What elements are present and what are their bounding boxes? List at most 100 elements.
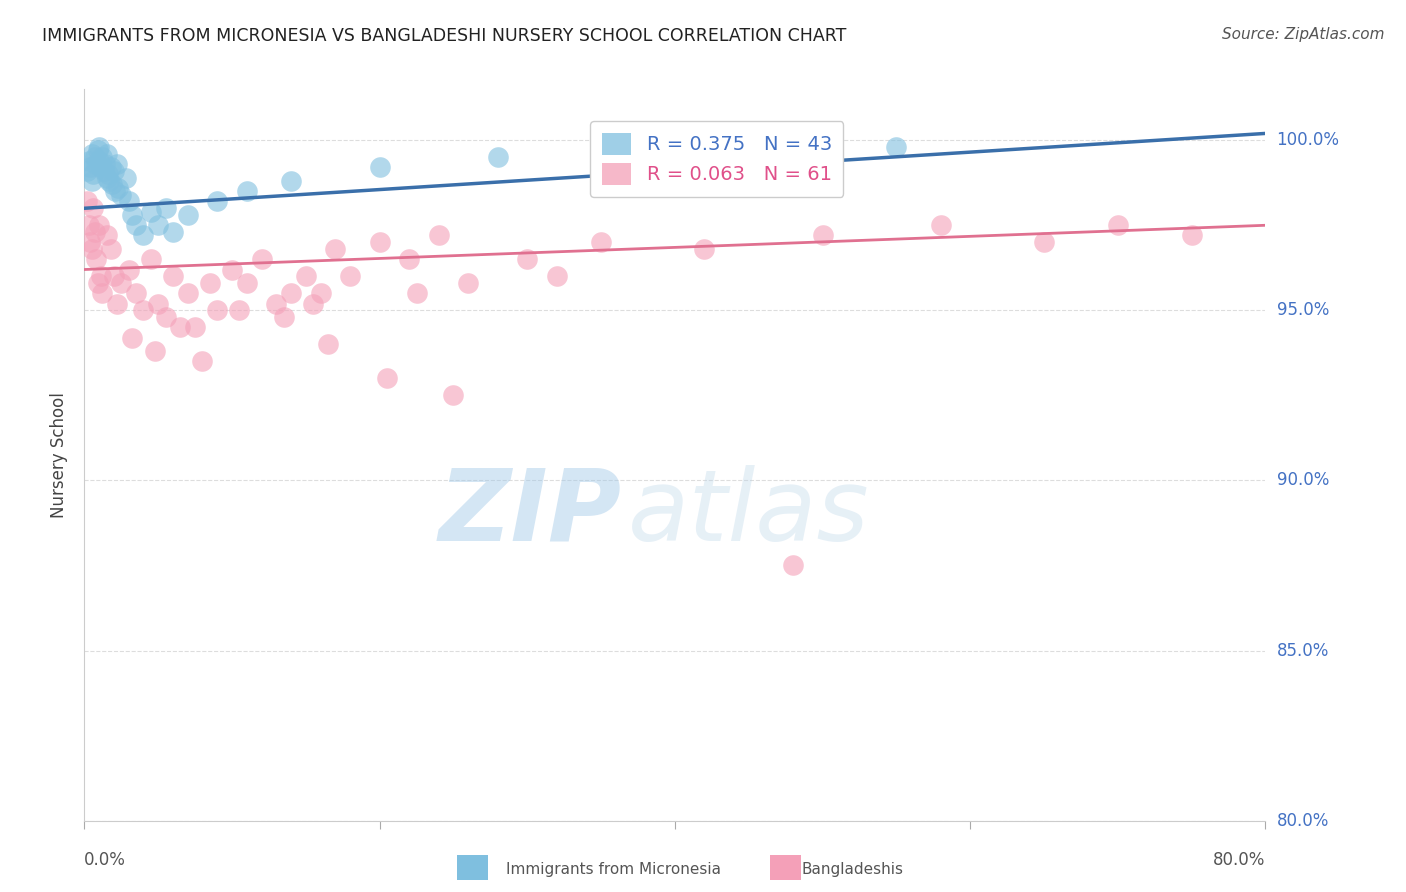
Point	[405, 286, 427, 301]
Point	[280, 286, 302, 301]
Point	[162, 225, 184, 239]
Point	[76, 164, 98, 178]
Point	[121, 330, 143, 344]
Point	[191, 354, 214, 368]
Point	[302, 296, 325, 310]
Text: atlas: atlas	[627, 465, 869, 562]
Point	[90, 269, 112, 284]
Point	[929, 219, 952, 233]
Point	[693, 242, 716, 256]
Point	[441, 388, 464, 402]
Point	[184, 320, 207, 334]
Text: Immigrants from Micronesia: Immigrants from Micronesia	[506, 863, 721, 877]
Text: Bangladeshis: Bangladeshis	[801, 863, 904, 877]
Point	[83, 225, 105, 239]
Point	[103, 269, 125, 284]
Point	[368, 235, 391, 250]
Text: 80.0%: 80.0%	[1277, 812, 1329, 830]
Point	[77, 153, 100, 168]
Point	[86, 144, 108, 158]
Point	[250, 252, 273, 267]
Point	[323, 242, 347, 256]
Point	[114, 170, 136, 185]
Point	[94, 157, 117, 171]
Point	[82, 201, 104, 215]
Point	[228, 303, 250, 318]
Point	[77, 219, 100, 233]
Point	[98, 174, 121, 188]
Point	[84, 157, 107, 171]
Text: 90.0%: 90.0%	[1277, 472, 1329, 490]
Text: 95.0%: 95.0%	[1277, 301, 1329, 319]
Point	[118, 262, 141, 277]
Point	[132, 303, 155, 318]
Point	[457, 276, 479, 290]
Point	[273, 310, 295, 325]
Point	[100, 161, 122, 175]
Point	[110, 276, 132, 290]
Point	[96, 228, 118, 243]
Point	[546, 269, 568, 284]
Point	[169, 320, 191, 334]
Point	[80, 242, 103, 256]
Point	[107, 181, 129, 195]
Point	[87, 219, 111, 233]
Point	[104, 184, 127, 198]
Point	[280, 174, 302, 188]
Point	[205, 194, 228, 209]
Point	[155, 201, 177, 215]
Point	[125, 286, 148, 301]
Point	[811, 228, 834, 243]
Point	[143, 344, 166, 359]
Point	[76, 194, 98, 209]
Point	[427, 228, 450, 243]
Point	[79, 235, 101, 250]
Text: IMMIGRANTS FROM MICRONESIA VS BANGLADESHI NURSERY SCHOOL CORRELATION CHART: IMMIGRANTS FROM MICRONESIA VS BANGLADESH…	[42, 27, 846, 45]
Point	[96, 170, 118, 185]
Point	[97, 167, 120, 181]
Point	[118, 194, 141, 209]
Text: 0.0%: 0.0%	[84, 851, 127, 869]
Point	[782, 558, 804, 573]
Legend: R = 0.375   N = 43, R = 0.063   N = 61: R = 0.375 N = 43, R = 0.063 N = 61	[591, 120, 844, 197]
Point	[96, 146, 118, 161]
Point	[398, 252, 420, 267]
Point	[83, 150, 105, 164]
Point	[339, 269, 361, 284]
Text: ZIP: ZIP	[439, 465, 621, 562]
Point	[1032, 235, 1054, 250]
Point	[91, 286, 114, 301]
Point	[177, 208, 200, 222]
Point	[121, 208, 143, 222]
Point	[295, 269, 318, 284]
Point	[316, 337, 339, 351]
Point	[368, 161, 391, 175]
Point	[86, 276, 108, 290]
Point	[591, 235, 613, 250]
Point	[516, 252, 538, 267]
Point	[198, 276, 221, 290]
Point	[664, 133, 686, 147]
Point	[162, 269, 184, 284]
Text: 85.0%: 85.0%	[1277, 641, 1329, 659]
Point	[80, 146, 103, 161]
Text: 80.0%: 80.0%	[1213, 851, 1265, 869]
Point	[87, 153, 111, 168]
Point	[155, 310, 177, 325]
Text: Source: ZipAtlas.com: Source: ZipAtlas.com	[1222, 27, 1385, 42]
Point	[80, 174, 103, 188]
Point	[235, 184, 259, 198]
Point	[84, 252, 107, 267]
Point	[1180, 228, 1202, 243]
Point	[1107, 219, 1129, 233]
Point	[148, 296, 170, 310]
Point	[103, 164, 125, 178]
Point	[221, 262, 243, 277]
Point	[105, 157, 128, 171]
Point	[132, 228, 155, 243]
Point	[110, 187, 132, 202]
Point	[309, 286, 332, 301]
Text: 100.0%: 100.0%	[1277, 131, 1340, 149]
Point	[105, 296, 128, 310]
Point	[235, 276, 259, 290]
